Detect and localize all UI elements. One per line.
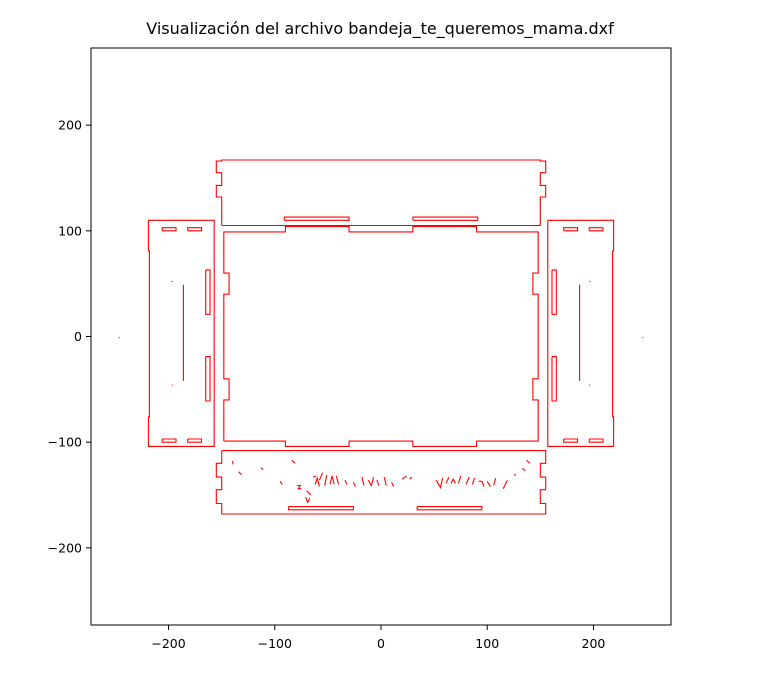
x-tick-label: −200 [151,636,185,651]
series-path-text-14 [335,475,340,485]
series-path-text-13 [329,475,335,485]
x-axis: −200 −100 0 100 200 [151,625,605,651]
y-tick-label: −200 [48,540,82,555]
series-path-text-18 [367,476,375,487]
series-path-text-35 [521,468,526,472]
series-path-bottom-slot-left [288,506,354,511]
series-path-center-base [223,226,539,447]
series-path-left-flap-notch-lower [205,356,211,402]
series-path-text-2 [238,471,243,476]
series-path-left-flap-slot-bottom-2 [187,438,203,443]
series-path-text-20 [383,476,387,486]
series-path-text-8 [305,496,311,504]
series-path-text-6 [297,484,302,490]
series-path-right-flap [547,219,615,447]
series-path-right-flap-slot-bottom-1 [563,438,579,443]
y-axis: −200 −100 0 100 200 [48,118,91,555]
series-path-text-31 [486,481,491,487]
series-path-text-3 [260,467,264,471]
series-path-text-29 [471,477,476,485]
series-path-text-25 [445,476,450,484]
series-path-left-flap [147,219,215,447]
series-path-text-12 [324,474,328,486]
series-path-text-22 [401,475,407,480]
chart-title: Visualización del archivo bandeja_te_que… [146,19,614,39]
series-path-top-slot-left [283,216,350,221]
series-path-right-flap-notch-lower [551,356,557,402]
series-path-text-33 [502,479,508,489]
series-path-text-10 [312,475,317,478]
series-path-text-5 [291,459,296,464]
series-path-text-24 [435,477,444,490]
series-path-text-17 [361,476,365,486]
series-path-left-flap-notch-upper [205,269,211,315]
x-tick-label: −100 [258,636,292,651]
y-tick-label: 0 [74,329,82,344]
series-path-top-flap [215,159,547,227]
series-path-text-21 [391,482,395,487]
series-path-right-flap-slot-top-2 [588,227,604,232]
y-tick-label: 200 [58,118,82,133]
series-path-text-15 [344,479,348,485]
x-tick-label: 200 [582,636,606,651]
series-path-left-flap-slot-top-2 [187,227,203,232]
axes-frame [90,47,672,626]
series-path-right-flap-slot-bottom-2 [588,438,604,443]
series-path-top-slot-right [412,216,479,221]
series-path-text-26 [450,477,456,484]
series-path-text-32 [493,477,497,486]
series-path-bottom-flap [215,450,547,515]
series-path-text-23 [409,476,413,480]
series-path-right-flap-notch-upper [551,269,557,315]
series-path-text-19 [376,479,380,486]
series-path-right-flap-slot-top-1 [563,227,579,232]
x-tick-label: 100 [475,636,499,651]
y-tick-label: 100 [58,223,82,238]
series-path-text-1 [231,461,234,465]
series-path-text-36 [526,459,531,464]
series-path-bottom-slot-right [416,506,483,511]
series-path-text-27 [457,475,462,484]
series-path-text-30 [478,480,485,487]
series-path-left-flap-slot-top-1 [161,227,177,232]
dxf-drawing [118,159,644,515]
series-path-text-7 [306,490,312,496]
series-path-text-28 [465,476,470,485]
y-tick-label: −100 [48,435,82,450]
series-path-left-flap-slot-bottom-1 [161,438,177,443]
series-path-text-16 [352,482,356,487]
series-path-text-4 [279,480,283,485]
series-path-text-11 [318,472,324,481]
x-tick-label: 0 [377,636,385,651]
series-path-text-9 [314,476,320,487]
